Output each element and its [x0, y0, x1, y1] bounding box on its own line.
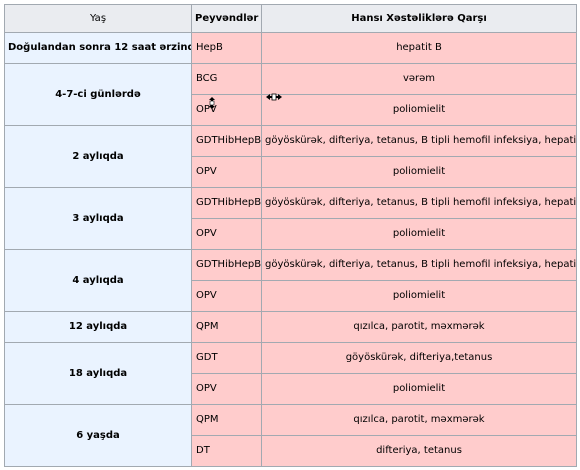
age-cell: 18 aylıqda: [4, 342, 192, 405]
table-row: 4 aylıqda GDTHibHepB göyöskürək, difteriya…: [4, 249, 577, 312]
header-diseases: Hansı Xəstəliklərə Qarşı: [261, 4, 577, 33]
vaccine-cell: OPV: [191, 218, 262, 250]
disease-cell: hepatit B: [261, 32, 577, 64]
vaccine-cell: OPV: [191, 280, 262, 312]
table-row: DT difteriya, tetanus: [5, 435, 577, 467]
disease-cell: göyöskürək, difteriya, tetanus, B tipli …: [261, 187, 577, 219]
table-row: 12 aylıqda QPM qızılca, parotit, məxmərək: [4, 311, 577, 343]
vaccine-cell: GDTHibHepB: [191, 187, 262, 219]
header-vaccines: Peyvəndlər: [191, 4, 262, 33]
table-row: OPV poliomielit: [5, 373, 577, 405]
table-row: OPV poliomielit: [5, 94, 577, 126]
disease-cell: poliomielit: [261, 218, 577, 250]
vaccine-cell: GDT: [191, 342, 262, 374]
age-cell: 3 aylıqda: [4, 187, 192, 250]
table-body: Doğulandan sonra 12 saat ərzində HepB hepa…: [4, 32, 577, 467]
vaccine-cell: BCG: [191, 63, 262, 95]
vaccine-cell: OPV: [191, 156, 262, 188]
vaccination-schedule-table: Yaş Peyvəndlər Hansı Xəstəliklərə Qarşı …: [4, 4, 577, 467]
vaccine-cell: GDTHibHepB: [191, 249, 262, 281]
table-row: OPV poliomielit: [5, 218, 577, 250]
vaccine-cell: DT: [191, 435, 262, 467]
vaccine-cell: HepB: [191, 32, 262, 64]
table-row: OPV poliomielit: [5, 156, 577, 188]
table-row: 3 aylıqda GDTHibHepB göyöskürək, difteriya…: [4, 187, 577, 250]
age-cell: Doğulandan sonra 12 saat ərzində: [4, 32, 192, 64]
age-cell: 12 aylıqda: [4, 311, 192, 343]
disease-cell: vərəm: [261, 63, 577, 95]
table-row: 6 yaşda QPM qızılca, parotit, məxmərək: [4, 404, 577, 467]
table-row: 18 aylıqda GDT göyöskürək, difteriya,tetan…: [4, 342, 577, 405]
vaccine-cell: OPV: [191, 94, 262, 126]
vaccine-cell: QPM: [191, 404, 262, 436]
disease-cell: göyöskürək, difteriya, tetanus, B tipli …: [261, 125, 577, 157]
vaccine-cell: OPV: [191, 373, 262, 405]
header-age: Yaş: [4, 4, 192, 33]
age-cell: 6 yaşda: [4, 404, 192, 467]
table-row: Doğulandan sonra 12 saat ərzində HepB hepa…: [4, 32, 577, 64]
disease-cell: difteriya, tetanus: [261, 435, 577, 467]
disease-cell: göyöskürək, difteriya,tetanus: [261, 342, 577, 374]
disease-cell: poliomielit: [261, 280, 577, 312]
disease-cell: göyöskürək, difteriya, tetanus, B tipli …: [261, 249, 577, 281]
disease-cell: poliomielit: [261, 94, 577, 126]
disease-cell: poliomielit: [261, 156, 577, 188]
table-row: 2 aylıqda GDTHibHepB göyöskürək, difteriya…: [4, 125, 577, 188]
table-row: 4-7-ci günlərdə BCG vərəm: [4, 63, 577, 126]
age-cell: 2 aylıqda: [4, 125, 192, 188]
disease-cell: qızılca, parotit, məxmərək: [261, 311, 577, 343]
vaccine-cell: GDTHibHepB: [191, 125, 262, 157]
table-header: Yaş Peyvəndlər Hansı Xəstəliklərə Qarşı: [4, 4, 577, 33]
disease-cell: qızılca, parotit, məxmərək: [261, 404, 577, 436]
header-row: Yaş Peyvəndlər Hansı Xəstəliklərə Qarşı: [4, 4, 577, 33]
disease-cell: poliomielit: [261, 373, 577, 405]
table-row: OPV poliomielit: [5, 280, 577, 312]
age-cell: 4-7-ci günlərdə: [4, 63, 192, 126]
vaccine-cell: QPM: [191, 311, 262, 343]
age-cell: 4 aylıqda: [4, 249, 192, 312]
